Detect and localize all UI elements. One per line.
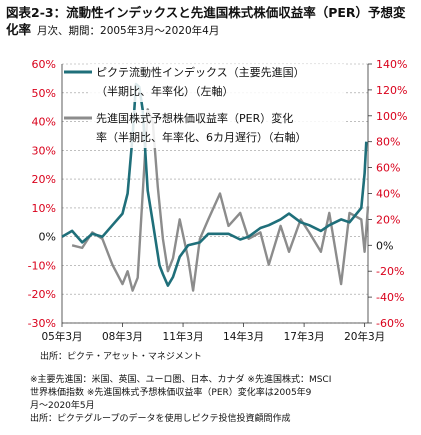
footnote-line: 世界株価指数 ※先進国株式予想株価収益率（PER）変化率は2005年9 — [30, 388, 312, 398]
right-axis-tick-label: 0% — [376, 239, 393, 252]
right-axis-tick-label: 100% — [376, 110, 407, 123]
chart-subtitle: 月次、期間：2005年3月～2020年4月 — [37, 25, 220, 37]
left-axis-tick-label: -30% — [28, 317, 56, 330]
chart-title: 図表2-3：流動性インデックスと先進国株式株価収益率（PER）予想変化率 月次、期… — [6, 4, 418, 40]
right-axis-tick-label: 20% — [376, 213, 400, 226]
legend: ピクテ流動性インデックス（主要先進国） （半期比、年率化）（左軸） 先進国株式予想株… — [64, 64, 346, 148]
grid-layer — [62, 63, 368, 324]
left-axis-tick-label: 10% — [32, 202, 56, 215]
legend-background — [90, 110, 346, 148]
left-axis-tick-label: 40% — [32, 116, 56, 129]
footnote-line: 出所：ピクテグループのデータを使用しピクテ投信投資顧問作成 — [30, 414, 291, 424]
right-axis-tick-label: 80% — [376, 136, 400, 149]
chart-title-text: 図表2-3：流動性インデックスと先進国株式株価収益率（PER）予想変化率 — [6, 5, 406, 37]
x-tick-label: 20年3月 — [344, 330, 385, 343]
right-axis-tick-label: -20% — [376, 265, 404, 278]
x-tick-label: 17年3月 — [284, 330, 325, 343]
x-tick-label: 08年3月 — [102, 330, 143, 343]
left-axis-tick-label: -20% — [28, 288, 56, 301]
left-axis-tick-label: 50% — [32, 87, 56, 100]
right-axis-tick-label: 140% — [376, 58, 407, 71]
source-line: 出所：ピクテ・アセット・マネジメント — [40, 352, 202, 362]
axis-layer: -30% -20% -10% 0% 10% 20% 30% 40% 50% 60% -60% -40%… — [28, 58, 408, 343]
legend-label: 先進国株式予想株価収益率（PER）変化 — [96, 111, 293, 125]
right-axis-tick-label: 60% — [376, 162, 400, 175]
legend-label: （半期比、年率化）（左軸） — [96, 84, 234, 98]
right-axis-tick-label: 40% — [376, 188, 400, 201]
legend-background — [90, 64, 346, 102]
footnotes: ※主要先進国：米国、英国、ユーロ圏、日本、カナダ ※先進国株式：MSCI 世界株… — [30, 374, 415, 426]
left-axis-tick-label: 60% — [32, 58, 56, 71]
x-tick-label: 14年3月 — [223, 330, 264, 343]
series-layer — [61, 82, 370, 292]
footnote-line: 月～2020年5月 — [30, 401, 95, 411]
left-axis-tick-label: 0% — [39, 231, 56, 244]
per-change-line — [71, 108, 370, 292]
left-axis-tick-label: 30% — [32, 144, 56, 157]
right-axis-tick-label: -60% — [376, 317, 404, 330]
left-axis-tick-label: -10% — [28, 259, 56, 272]
right-axis-tick-label: -40% — [376, 291, 404, 304]
x-tick-label: 11年3月 — [163, 330, 204, 343]
right-axis-tick-label: 120% — [376, 84, 407, 97]
legend-label: ピクテ流動性インデックス（主要先進国） — [96, 65, 305, 79]
left-axis-tick-label: 20% — [32, 173, 56, 186]
x-tick-label: 05年3月 — [41, 330, 82, 343]
legend-label: 率（半期比、年率化、6カ月遅行）（右軸） — [96, 130, 307, 144]
footnote-line: ※主要先進国：米国、英国、ユーロ圏、日本、カナダ ※先進国株式：MSCI — [30, 375, 332, 385]
liquidity-index-line — [61, 82, 368, 287]
